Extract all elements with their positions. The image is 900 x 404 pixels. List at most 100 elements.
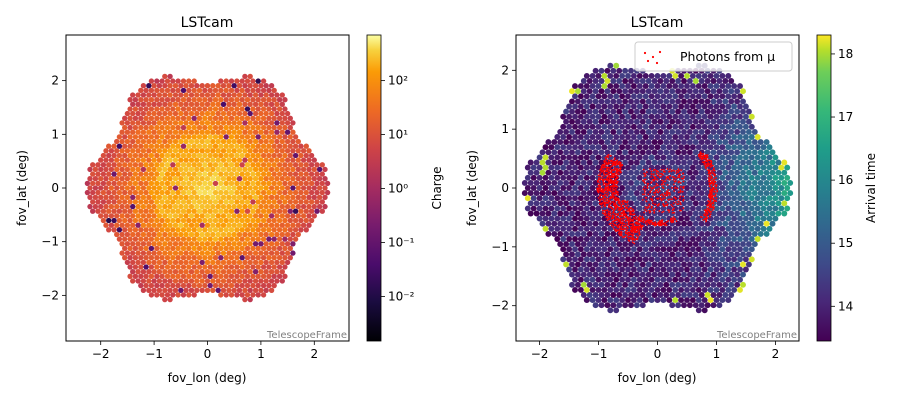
photon-point xyxy=(608,168,611,171)
charge-pixel xyxy=(306,157,312,163)
charge-pixel xyxy=(274,129,280,135)
arrival-time-pixel xyxy=(598,271,605,278)
arrival-time-pixel xyxy=(628,67,634,74)
photon-point xyxy=(617,212,620,215)
colorbar-label-right: Arrival time xyxy=(864,153,878,223)
y-tick-label: −1 xyxy=(491,240,509,254)
charge-pixel xyxy=(130,213,136,219)
arrival-time-pixel xyxy=(574,230,581,237)
charge-pixel xyxy=(164,97,171,103)
arrival-time-pixel xyxy=(580,261,587,268)
charge-pixel xyxy=(260,264,267,270)
arrival-time-pixel xyxy=(648,123,655,130)
charge-pixel xyxy=(268,101,275,107)
arrival-time-pixel xyxy=(642,103,649,110)
charge-pixel xyxy=(258,222,264,228)
photon-point xyxy=(613,181,615,184)
arrival-time-pixel xyxy=(645,241,652,248)
arrival-time-pixel xyxy=(710,159,717,166)
photon-point xyxy=(710,160,712,162)
photon-point xyxy=(627,231,630,234)
charge-pixel xyxy=(250,282,256,289)
charge-pixel xyxy=(114,157,120,163)
arrival-time-pixel xyxy=(595,266,602,273)
arrival-time-pixel xyxy=(613,134,620,140)
arrival-time-pixel xyxy=(707,83,714,90)
charge-pixel xyxy=(279,213,285,219)
photon-point xyxy=(679,209,682,212)
charge-pixel xyxy=(175,124,181,131)
photon-point xyxy=(645,171,648,174)
arrival-time-pixel xyxy=(569,98,575,105)
charge-pixel xyxy=(164,162,171,168)
charge-pixel xyxy=(178,138,184,145)
arrival-time-pixel xyxy=(748,154,755,161)
charge-pixel xyxy=(127,199,133,205)
photon-point xyxy=(609,210,611,213)
photon-point xyxy=(642,179,644,182)
charge-pixel xyxy=(111,208,117,214)
charge-pixel xyxy=(204,241,211,247)
charge-pixel xyxy=(178,213,184,219)
photon-point xyxy=(620,205,623,208)
charge-pixel xyxy=(178,120,184,126)
arrival-time-pixel xyxy=(719,123,726,130)
charge-pixel xyxy=(239,264,245,270)
photon-point xyxy=(608,188,611,191)
legend-marker-point xyxy=(646,59,650,63)
arrival-time-pixel xyxy=(530,205,537,212)
arrival-time-pixel xyxy=(757,149,764,156)
charge-pixel xyxy=(263,231,269,238)
charge-pixel xyxy=(220,120,227,126)
charge-pixel xyxy=(130,194,136,200)
charge-pixel xyxy=(295,157,301,163)
arrival-time-pixel xyxy=(642,72,649,79)
arrival-time-pixel xyxy=(728,190,735,197)
charge-pixel xyxy=(287,134,293,140)
charge-pixel xyxy=(226,250,232,256)
charge-pixel xyxy=(172,157,179,163)
arrival-time-pixel xyxy=(660,144,667,151)
charge-pixel xyxy=(258,83,264,89)
charge-pixel xyxy=(282,208,288,214)
arrival-time-pixel xyxy=(684,225,690,232)
arrival-time-pixel xyxy=(595,123,602,130)
charge-pixel xyxy=(170,227,176,233)
arrival-time-pixel xyxy=(577,83,584,90)
photon-point xyxy=(619,215,621,218)
arrival-time-pixel xyxy=(607,246,614,253)
charge-pixel xyxy=(292,208,299,214)
charge-pixel xyxy=(276,97,283,103)
charge-pixel xyxy=(220,176,227,182)
charge-pixel xyxy=(124,129,131,135)
charge-pixel xyxy=(204,120,211,126)
arrival-time-pixel xyxy=(628,118,634,125)
photon-point xyxy=(637,227,640,230)
charge-pixel xyxy=(98,176,104,182)
arrival-time-pixel xyxy=(648,154,655,161)
charge-pixel xyxy=(138,124,144,131)
charge-pixel xyxy=(148,199,155,205)
charge-pixel xyxy=(148,78,155,84)
charge-pixel xyxy=(231,101,237,107)
charge-pixel xyxy=(151,269,157,275)
arrival-time-pixel xyxy=(601,93,608,100)
charge-pixel xyxy=(138,236,144,242)
charge-pixel xyxy=(196,106,203,112)
charge-pixel xyxy=(215,287,221,293)
photon-point xyxy=(616,214,619,217)
charge-pixel xyxy=(143,106,149,112)
photon-point xyxy=(596,179,599,182)
arrival-time-pixel xyxy=(722,200,729,207)
arrival-time-pixel xyxy=(636,154,643,161)
charge-pixel xyxy=(234,143,240,149)
charge-pixel xyxy=(170,282,176,289)
charge-pixel xyxy=(279,110,285,117)
arrival-time-pixel xyxy=(686,190,693,197)
charge-pixel xyxy=(194,269,200,275)
x-axis-label-left: fov_lon (deg) xyxy=(168,371,247,385)
photon-point xyxy=(664,170,666,173)
arrival-time-pixel xyxy=(689,236,696,242)
photon-point xyxy=(709,201,711,203)
charge-pixel xyxy=(188,269,195,275)
